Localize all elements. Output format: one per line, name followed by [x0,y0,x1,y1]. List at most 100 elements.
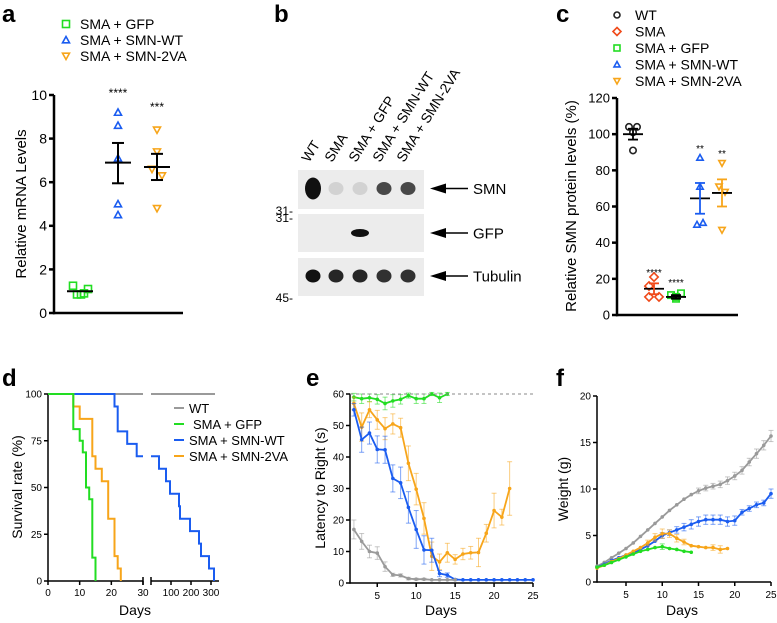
data-point [703,517,708,522]
data-point [152,204,162,214]
legend-label: SMA + GFP [193,417,262,432]
legend-marker [61,52,71,62]
data-point [422,577,426,582]
data-point [484,531,489,536]
x-tick-label: 10 [657,590,669,601]
y-tick-label: 0 [338,579,344,590]
data-point [660,531,665,536]
data-point [674,536,679,541]
data-point [602,563,607,568]
data-point [725,478,730,483]
data-point [391,476,395,481]
y-tick-label: 30 [333,484,345,495]
blot-band [352,182,368,195]
legend-marker [61,34,71,44]
blot-band [328,269,344,283]
y-tick-label: 10 [580,485,592,496]
data-point [437,578,442,582]
y-tick-label: 5 [585,531,591,542]
data-point [682,525,686,529]
data-point [643,280,655,292]
y-axis-label: Survival rate (%) [9,435,25,538]
data-point [732,474,737,478]
blot-band [352,269,368,283]
y-tick-label: 0 [603,308,610,323]
data-point [359,396,364,401]
data-point [695,152,705,162]
data-point [398,397,403,402]
data-point [692,219,702,228]
panel-label-b: b [274,1,289,28]
blot-label: Tubulin [473,269,522,286]
data-point [414,487,418,491]
data-point [383,401,387,406]
data-point [769,434,773,438]
data-point [703,545,708,550]
y-tick-label: 25 [31,530,43,541]
y-tick-label: 75 [31,436,43,447]
data-point [414,527,418,532]
y-tick-label: 0 [39,305,47,321]
data-point [422,396,426,401]
legend-label: SMA + SMN-WT [189,433,285,448]
y-tick-label: 15 [580,438,592,449]
data-point [429,392,434,396]
data-point [445,550,450,555]
y-tick-label: 20 [580,392,592,403]
y-tick-label: 100 [588,127,610,142]
x-tick-label: 15 [693,590,705,601]
x-tick-label: 300 [203,588,220,599]
significance-label: **** [646,268,662,279]
legend-marker [61,19,71,29]
data-point [645,528,650,532]
y-tick-label: 50 [31,483,43,494]
data-point [461,552,465,556]
data-point [698,217,708,227]
data-point [747,460,752,464]
significance-label: **** [668,278,684,289]
data-point [674,528,679,532]
data-point [714,183,724,192]
data-point [406,461,411,466]
y-tick-label: 60 [333,390,345,401]
data-point [468,550,473,555]
data-point [83,284,93,294]
panel-e-latency-chart: 0 10 20 30 40 50 60 5 10 15 20 25 Latency to Right (… [312,390,539,619]
data-point [653,535,657,540]
data-point [616,557,621,562]
data-point [638,534,643,539]
data-point [645,547,650,552]
x-tick-label: 25 [527,591,539,602]
x-tick-label: 200 [183,588,200,599]
data-point [696,544,701,549]
data-point [367,395,372,400]
y-tick-label: 10 [333,547,345,558]
data-point [500,578,504,582]
blot-band [400,269,416,283]
significance-label: **** [109,86,128,100]
data-point [383,426,387,431]
data-point [406,576,411,581]
data-point [422,548,426,552]
y-tick-label: 80 [596,163,610,178]
mw-marker: 31- [276,211,293,225]
survival-line [48,393,143,458]
data-point [437,560,442,564]
y-tick-label: 100 [25,390,42,401]
data-point [461,578,465,582]
data-point [367,549,372,554]
data-point [747,506,752,511]
data-point [437,571,442,576]
blot-band [376,182,392,195]
data-point [718,482,723,487]
data-point [689,522,694,527]
data-point [631,541,636,545]
x-tick-label: 0 [45,588,51,599]
data-point [682,497,686,502]
data-point [453,557,457,562]
data-point [531,578,535,582]
data-point [653,521,657,526]
